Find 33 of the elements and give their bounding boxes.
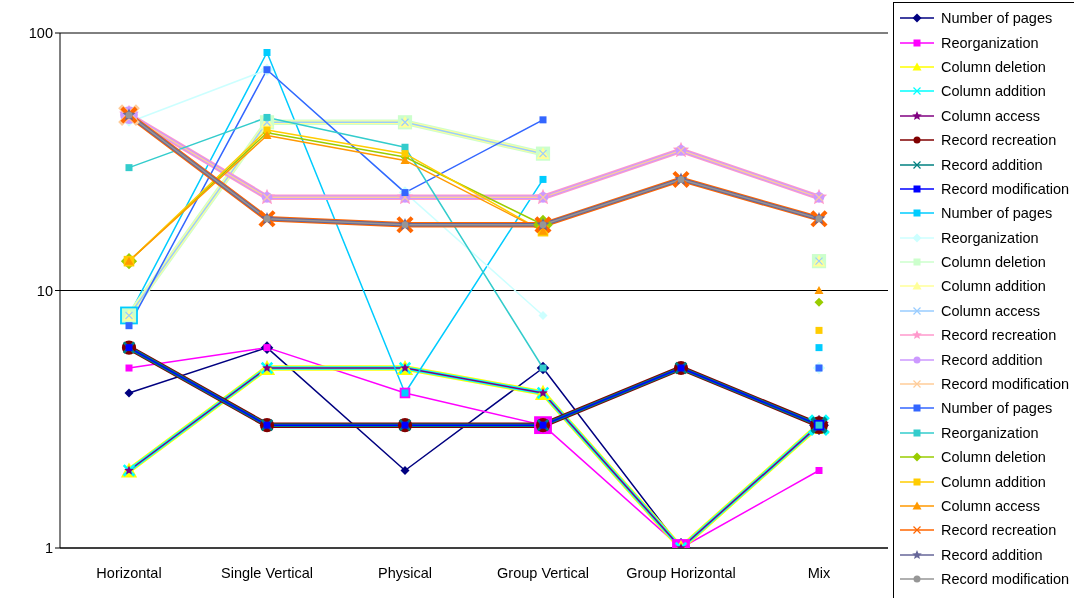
y-tick-label: 10 xyxy=(36,282,53,299)
x-tick-label: Single Vertical xyxy=(221,565,313,582)
legend-label: Record modification xyxy=(941,180,1070,197)
x-tick-label: Mix xyxy=(807,565,832,582)
legend-label: Number of pages xyxy=(941,205,1053,222)
legend-label: Reorganization xyxy=(941,229,1039,246)
legend-label: Record recreation xyxy=(941,132,1057,149)
legend-label: Column addition xyxy=(941,278,1046,295)
x-tick-label: Group Horizontal xyxy=(626,565,736,582)
x-tick-label: Physical xyxy=(378,565,432,582)
x-tick-label: Horizontal xyxy=(96,565,162,582)
legend-label: Column access xyxy=(941,498,1041,514)
x-tick-label: Group Vertical xyxy=(497,565,589,582)
legend-label: Record modification xyxy=(941,376,1070,393)
legend-label: Column deletion xyxy=(941,449,1046,466)
legend-label: Number of pages xyxy=(941,400,1053,417)
legend-label: Number of pages xyxy=(941,10,1053,27)
legend-label: Reorganization xyxy=(941,34,1039,51)
legend-label: Column addition xyxy=(941,83,1046,100)
legend-label: Record addition xyxy=(941,156,1043,173)
legend-label: Record recreation xyxy=(941,522,1057,539)
legend-label: Column addition xyxy=(941,473,1046,490)
legend-label: Column deletion xyxy=(941,58,1046,75)
y-tick-label: 100 xyxy=(28,25,53,42)
legend-label: Record addition xyxy=(941,546,1043,563)
y-tick-label: 1 xyxy=(44,540,53,557)
legend-label: Column access xyxy=(941,107,1041,124)
legend-label: Column deletion xyxy=(941,254,1046,271)
legend-label: Reorganization xyxy=(941,424,1039,441)
legend-label: Record modification xyxy=(941,571,1070,588)
legend-label: Record addition xyxy=(941,351,1043,368)
legend-label: Record recreation xyxy=(941,327,1057,344)
legend-label: Column access xyxy=(941,302,1041,319)
